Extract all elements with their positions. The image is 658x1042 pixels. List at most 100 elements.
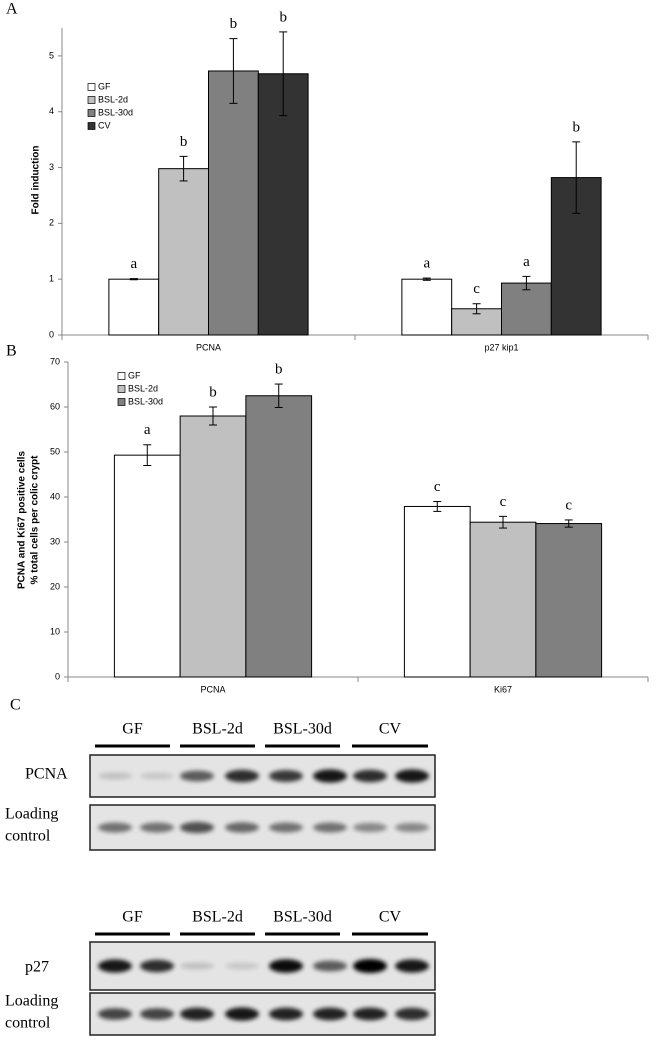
legend-label: BSL-2d (128, 383, 158, 393)
blot-band (180, 962, 214, 970)
lane-label: CV (379, 909, 402, 926)
blot-band (313, 960, 347, 972)
lane-label: BSL-30d (273, 721, 332, 738)
y-tick-label: 1 (49, 274, 54, 284)
lane-label: BSL-30d (273, 909, 332, 926)
blot-band (98, 1008, 132, 1020)
significance-letter: c (473, 281, 480, 297)
significance-letter: c (500, 494, 507, 510)
y-tick-label: 0 (55, 671, 60, 681)
lane-label: BSL-2d (192, 721, 243, 738)
legend-swatch (117, 372, 126, 380)
blot-band (353, 822, 387, 833)
row-label: Loading (5, 806, 58, 823)
blot-band (353, 959, 387, 973)
y-axis-label: % total cells per colic crypt (30, 455, 41, 585)
blot-band (353, 1007, 387, 1021)
blot-band (353, 769, 387, 783)
bar (179, 415, 247, 678)
blot-band (269, 959, 303, 973)
blot-band (225, 769, 259, 783)
y-axis-label: PCNA and Ki67 positive cells (17, 451, 28, 589)
blot-band (140, 1008, 174, 1020)
bar (469, 521, 537, 678)
significance-letter: b (230, 16, 238, 32)
blot-band (180, 770, 214, 782)
blot-band (98, 959, 132, 973)
legend-label: GF (128, 370, 141, 380)
legend-swatch (87, 109, 96, 117)
y-axis-label: Fold induction (31, 146, 42, 215)
y-tick-label: 5 (49, 50, 54, 60)
panel-label: B (6, 343, 17, 360)
lane-label: GF (122, 909, 143, 926)
x-tick-label: PCNA (200, 684, 225, 694)
legend-label: BSL-30d (128, 396, 163, 406)
significance-letter: b (572, 119, 580, 135)
significance-letter: b (275, 361, 283, 377)
legend-swatch (87, 122, 96, 130)
legend-label: BSL-30d (98, 107, 133, 117)
y-tick-label: 30 (50, 536, 60, 546)
legend-label: CV (98, 120, 111, 130)
y-tick-label: 2 (49, 218, 54, 228)
blot-band (98, 822, 132, 833)
bar (113, 454, 181, 678)
significance-letter: a (130, 256, 137, 272)
blot-band (269, 770, 303, 782)
legend-swatch (87, 96, 96, 104)
legend-swatch (117, 385, 126, 393)
significance-letter: a (423, 256, 430, 272)
y-tick-label: 60 (50, 401, 60, 411)
y-tick-label: 3 (49, 162, 54, 172)
lane-label: BSL-2d (192, 909, 243, 926)
blot-band (269, 1007, 303, 1021)
row-label: control (5, 828, 51, 845)
y-tick-label: 70 (50, 356, 60, 366)
legend-swatch (87, 83, 96, 91)
y-tick-label: 4 (49, 106, 54, 116)
blot-band (395, 769, 429, 783)
x-tick-label: PCNA (196, 342, 221, 352)
y-tick-label: 0 (49, 329, 54, 339)
bar (501, 282, 552, 336)
panel-label: A (6, 1, 18, 18)
bar (257, 73, 309, 336)
x-tick-label: Ki67 (494, 684, 512, 694)
blot-band (395, 1007, 429, 1021)
blot-band (395, 959, 429, 973)
lane-label: GF (122, 721, 143, 738)
significance-letter: c (434, 479, 441, 495)
legend-swatch (117, 398, 126, 406)
y-tick-label: 20 (50, 581, 60, 591)
blot-band (225, 822, 259, 833)
y-tick-label: 50 (50, 446, 60, 456)
blot-band (180, 821, 214, 834)
blot-band (98, 772, 132, 780)
row-label: PCNA (25, 766, 68, 783)
row-label: control (5, 1015, 51, 1032)
blot-band (140, 772, 174, 780)
bar (245, 395, 313, 678)
significance-letter: b (180, 134, 188, 150)
blot-band (313, 769, 347, 783)
significance-letter: c (565, 497, 572, 513)
legend-label: GF (98, 81, 111, 91)
row-label: Loading (5, 993, 58, 1010)
panel-label: C (10, 697, 21, 714)
significance-letter: b (209, 384, 217, 400)
bar (108, 278, 160, 336)
bar (158, 168, 210, 336)
legend-label: BSL-2d (98, 94, 128, 104)
significance-letter: a (523, 254, 530, 270)
significance-letter: b (279, 9, 287, 25)
blot-band (225, 962, 259, 970)
significance-letter: a (144, 422, 151, 438)
blot-band (225, 1007, 259, 1021)
bar (535, 523, 603, 678)
lane-label: CV (379, 721, 402, 738)
bar (208, 70, 259, 336)
bar (401, 278, 453, 336)
blot-band (269, 822, 303, 833)
